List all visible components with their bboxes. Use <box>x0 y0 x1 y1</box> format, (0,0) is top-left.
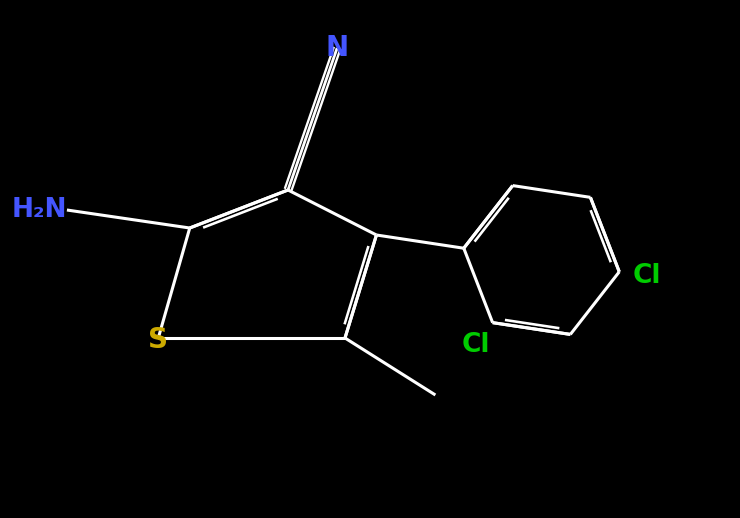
Text: Cl: Cl <box>632 263 661 289</box>
Text: N: N <box>326 34 349 62</box>
Text: S: S <box>148 326 168 354</box>
Text: H₂N: H₂N <box>11 197 67 223</box>
Text: Cl: Cl <box>461 332 490 357</box>
